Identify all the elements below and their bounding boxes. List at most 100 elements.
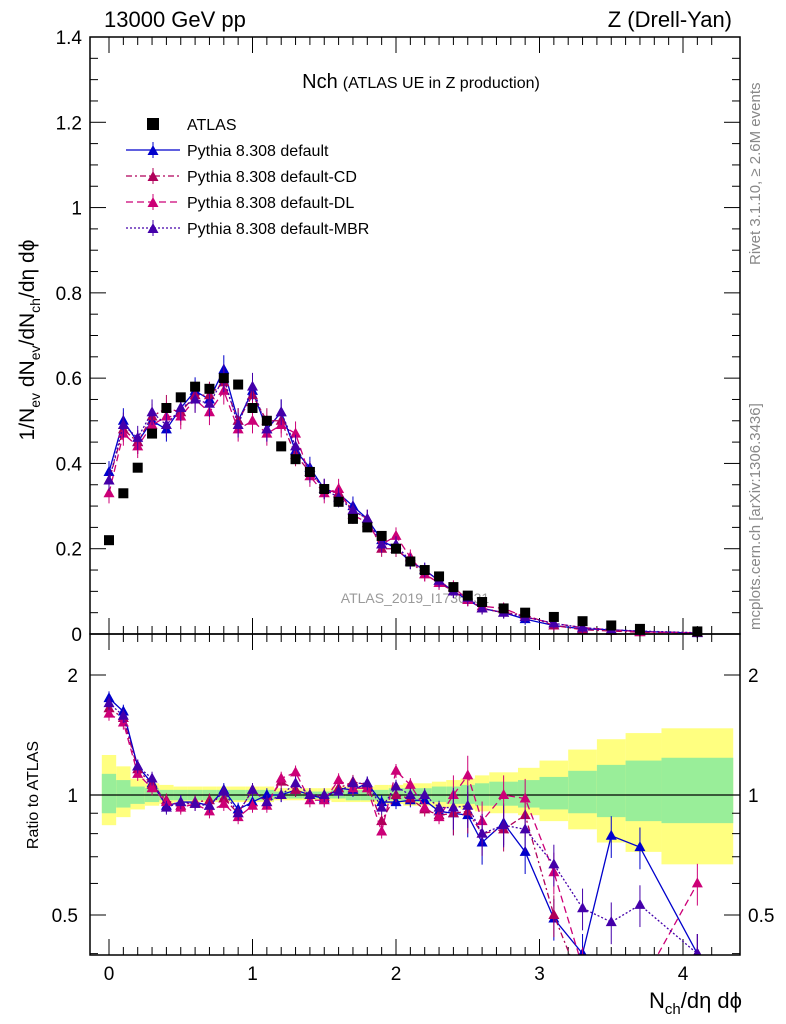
data-point — [347, 513, 358, 524]
ratio-data-point — [160, 801, 172, 812]
ratio-y-tick-label: 1 — [67, 786, 78, 807]
data-point — [333, 496, 344, 507]
ratio-y-tick-label: 0.5 — [52, 906, 78, 927]
data-point — [548, 617, 560, 628]
ratio-panel-ticks — [90, 634, 740, 955]
x-tick-label: 2 — [391, 964, 402, 985]
ratio-data-point — [261, 796, 273, 807]
ratio-data-point — [606, 981, 617, 991]
ratio-data-point — [290, 777, 302, 788]
data-point — [304, 466, 315, 477]
ratio-data-point — [605, 916, 617, 927]
legend-marker — [147, 118, 159, 130]
band-green — [625, 760, 662, 822]
y-tick-label: 0.2 — [56, 540, 82, 561]
data-point — [189, 393, 201, 404]
ratio-data-point — [376, 825, 388, 836]
legend-label: Pythia 8.308 default-CD — [187, 169, 357, 186]
data-point — [290, 440, 302, 451]
data-point — [634, 623, 645, 634]
legend-marker — [147, 171, 159, 181]
legend-label: Pythia 8.308 default-DL — [187, 195, 354, 212]
ratio-panel-tick-labels: 0.5 0.5 1 1 2 2 0 1 2 3 4 — [52, 666, 775, 985]
rivet-label: Rivet 3.1.10, ≥ 2.6M events — [747, 83, 764, 266]
ratio-data-point — [634, 986, 645, 996]
ratio-y-tick-label-right: 2 — [748, 666, 759, 687]
data-point — [218, 373, 229, 384]
series-line — [108, 376, 698, 634]
ratio-data-point — [577, 961, 588, 971]
ratio-data-point — [232, 807, 244, 818]
ratio-data-point — [498, 789, 510, 799]
x-tick-label: 3 — [534, 964, 545, 985]
ratio-data-point — [117, 709, 129, 720]
ratio-series-line — [108, 707, 698, 955]
data-point — [117, 419, 129, 430]
legend-entry: Pythia 8.308 default-MBR — [126, 220, 369, 238]
data-point — [190, 381, 201, 392]
plot-title: Nch (ATLAS UE in Z production) — [302, 71, 540, 93]
band-green — [116, 780, 131, 808]
legend-marker — [147, 145, 159, 155]
data-point — [606, 620, 617, 631]
band-green — [517, 780, 540, 808]
ratio-data-point — [361, 777, 373, 788]
ratio-data-point — [304, 789, 316, 799]
data-point — [204, 383, 215, 394]
y-tick-label: 0.8 — [56, 284, 82, 305]
ratio-data-point — [333, 774, 345, 785]
ratio-data-point — [693, 947, 702, 955]
ratio-y-tick-label: 2 — [67, 666, 78, 687]
data-point — [390, 529, 402, 540]
header-right: Z (Drell-Yan) — [608, 7, 732, 32]
ratio-data-point — [376, 801, 388, 812]
x-tick-label: 4 — [678, 964, 689, 985]
ratio-data-point — [634, 981, 645, 991]
header-left: 13000 GeV pp — [104, 7, 246, 32]
mcplots-label: mcplots.cern.ch [arXiv:1306.3436] — [747, 403, 764, 630]
ratio-data-point — [577, 902, 589, 913]
legend: ATLAS Pythia 8.308 default Pythia 8.308 de… — [126, 117, 369, 238]
data-point — [376, 538, 388, 549]
ratio-data-point — [548, 909, 560, 919]
ratio-data-point — [290, 766, 302, 777]
ratio-data-point — [634, 898, 646, 909]
data-point — [160, 419, 172, 430]
ratio-panel-data — [103, 691, 703, 996]
ratio-data-point — [498, 819, 510, 830]
ratio-data-point — [404, 778, 416, 789]
series-line — [108, 367, 698, 634]
ratio-ylabel: Ratio to ATLAS — [25, 741, 42, 849]
ratio-data-point — [691, 877, 703, 888]
data-point — [476, 602, 488, 613]
data-point — [361, 512, 373, 523]
ratio-data-point — [318, 789, 330, 799]
data-point — [290, 427, 302, 438]
plot-title-sub: (ATLAS UE in Z production) — [343, 75, 540, 92]
data-point — [247, 402, 258, 413]
y-tick-label: 0 — [71, 625, 82, 646]
main-panel-data — [103, 355, 703, 639]
data-point — [146, 406, 158, 417]
data-point — [577, 621, 589, 632]
data-point — [233, 379, 244, 390]
ratio-data-point — [404, 789, 416, 799]
ratio-series-line — [108, 702, 698, 955]
data-point — [147, 428, 158, 439]
ratio-data-point — [390, 789, 402, 799]
data-point — [132, 431, 144, 442]
data-point — [319, 484, 330, 495]
ratio-data-point — [103, 707, 115, 718]
ratio-y-tick-label-right: 1 — [748, 786, 759, 807]
ratio-y-tick-label-right: 0.5 — [748, 906, 774, 927]
ratio-data-point — [146, 772, 158, 783]
ratio-data-point — [577, 981, 588, 991]
ratio-data-point — [462, 769, 474, 780]
ratio-data-point — [347, 777, 359, 788]
data-point — [276, 441, 287, 452]
legend-label: Pythia 8.308 default-MBR — [187, 221, 369, 238]
y-tick-label: 1.2 — [56, 113, 82, 134]
data-point — [175, 401, 187, 412]
ratio-data-point — [103, 697, 115, 708]
ratio-data-point — [605, 829, 617, 840]
